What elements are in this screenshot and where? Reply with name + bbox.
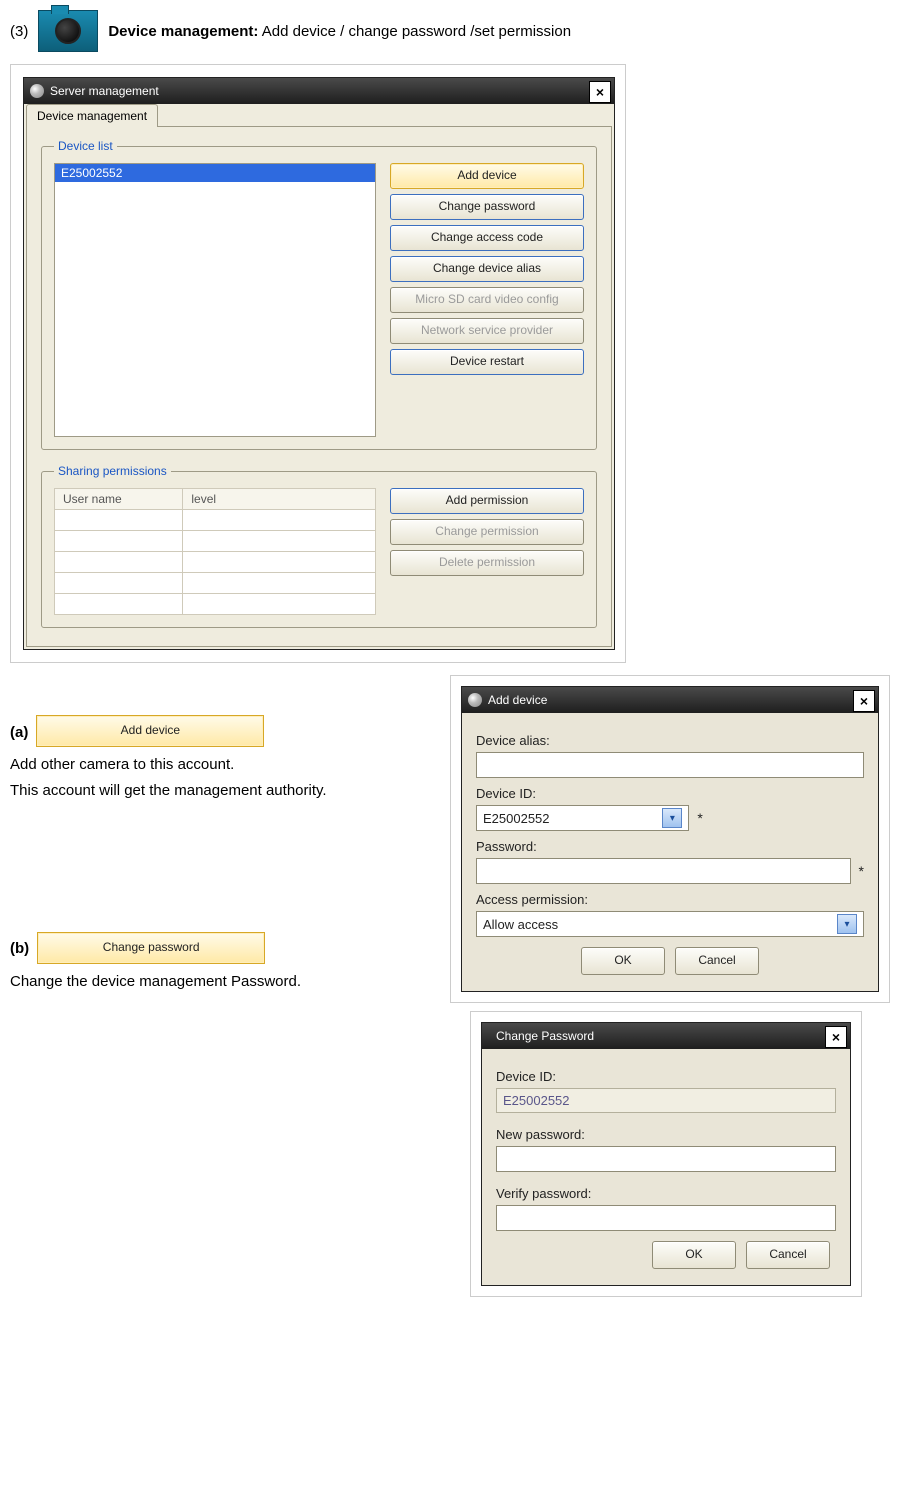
app-icon <box>30 84 44 98</box>
dialog-titlebar: Change Password × <box>482 1023 850 1049</box>
add-device-button[interactable]: Add device <box>390 163 584 189</box>
delete-permission-button: Delete permission <box>390 550 584 576</box>
change-permission-button: Change permission <box>390 519 584 545</box>
change-password-dialog: Change Password × Device ID: E25002552 N… <box>481 1022 851 1286</box>
col-username: User name <box>55 489 183 510</box>
micro-sd-config-button: Micro SD card video config <box>390 287 584 313</box>
password-label: Password: <box>476 839 864 854</box>
verify-password-input[interactable] <box>496 1205 836 1231</box>
new-password-label: New password: <box>496 1127 836 1142</box>
device-id-value: E25002552 <box>483 811 550 826</box>
network-provider-button: Network service provider <box>390 318 584 344</box>
device-list-group: Device list E25002552 Add device Change … <box>41 139 597 450</box>
sub-b-line1: Change the device management Password. <box>10 972 410 992</box>
dialog-titlebar: Add device × <box>462 687 878 713</box>
col-level: level <box>183 489 376 510</box>
table-row <box>55 573 376 594</box>
sub-a-line1: Add other camera to this account. <box>10 755 410 775</box>
device-alias-input[interactable] <box>476 752 864 778</box>
add-device-inline-button[interactable]: Add device <box>36 715 264 747</box>
cancel-button[interactable]: Cancel <box>675 947 759 975</box>
tab-row: Device management <box>24 103 614 126</box>
device-id-label: Device ID: <box>476 786 864 801</box>
device-alias-label: Device alias: <box>476 733 864 748</box>
close-icon[interactable]: × <box>853 690 875 712</box>
device-restart-button[interactable]: Device restart <box>390 349 584 375</box>
chevron-down-icon[interactable]: ▾ <box>662 808 682 828</box>
ok-button[interactable]: OK <box>581 947 665 975</box>
table-header-row: User name level <box>55 489 376 510</box>
camera-icon <box>38 10 98 52</box>
new-password-input[interactable] <box>496 1146 836 1172</box>
chevron-down-icon[interactable]: ▾ <box>837 914 857 934</box>
app-icon <box>468 693 482 707</box>
sub-b-row: (b) Change password <box>10 932 430 966</box>
table-row <box>55 531 376 552</box>
sharing-permissions-group: Sharing permissions User name level <box>41 464 597 628</box>
window-title: Server management <box>50 84 159 98</box>
server-window: Server management × Device management De… <box>23 77 615 650</box>
close-icon[interactable]: × <box>825 1026 847 1048</box>
verify-password-label: Verify password: <box>496 1186 836 1201</box>
password-input[interactable] <box>476 858 851 884</box>
required-asterisk: * <box>859 863 864 879</box>
window-titlebar: Server management × <box>24 78 614 104</box>
change-password-inline-button[interactable]: Change password <box>37 932 265 964</box>
sub-a-line2: This account will get the management aut… <box>10 781 410 801</box>
access-permission-value: Allow access <box>483 917 558 932</box>
close-icon[interactable]: × <box>589 81 611 103</box>
add-permission-button[interactable]: Add permission <box>390 488 584 514</box>
sub-a-row: (a) Add device <box>10 715 430 749</box>
device-id-label: Device ID: <box>496 1069 836 1084</box>
sharing-legend: Sharing permissions <box>54 464 171 478</box>
permissions-table: User name level <box>54 488 376 615</box>
server-window-frame: Server management × Device management De… <box>10 64 626 663</box>
access-permission-combo[interactable]: Allow access ▾ <box>476 911 864 937</box>
table-row <box>55 594 376 615</box>
add-device-dialog: Add device × Device alias: Device ID: E2… <box>461 686 879 992</box>
access-permission-label: Access permission: <box>476 892 864 907</box>
section-header: (3) Device management: Add device / chan… <box>10 10 894 52</box>
dialog-title: Change Password <box>496 1029 594 1043</box>
tab-body: Device list E25002552 Add device Change … <box>26 126 612 647</box>
sub-a-label: (a) <box>10 724 28 741</box>
ok-button[interactable]: OK <box>652 1241 736 1269</box>
section-title: Device management: Add device / change p… <box>108 23 571 40</box>
section-index: (3) <box>10 23 28 40</box>
table-row <box>55 552 376 573</box>
list-item[interactable]: E25002552 <box>55 164 375 182</box>
change-device-alias-button[interactable]: Change device alias <box>390 256 584 282</box>
add-device-dialog-frame: Add device × Device alias: Device ID: E2… <box>450 675 890 1003</box>
device-list-legend: Device list <box>54 139 117 153</box>
required-asterisk: * <box>697 810 702 826</box>
device-id-readonly: E25002552 <box>496 1088 836 1113</box>
change-password-button[interactable]: Change password <box>390 194 584 220</box>
sub-b-label: (b) <box>10 940 29 957</box>
cancel-button[interactable]: Cancel <box>746 1241 830 1269</box>
dialog-title: Add device <box>488 693 547 707</box>
device-listbox[interactable]: E25002552 <box>54 163 376 437</box>
table-row <box>55 510 376 531</box>
change-password-dialog-frame: Change Password × Device ID: E25002552 N… <box>470 1011 862 1297</box>
change-access-code-button[interactable]: Change access code <box>390 225 584 251</box>
tab-device-management[interactable]: Device management <box>26 104 158 127</box>
device-id-combo[interactable]: E25002552 ▾ <box>476 805 689 831</box>
